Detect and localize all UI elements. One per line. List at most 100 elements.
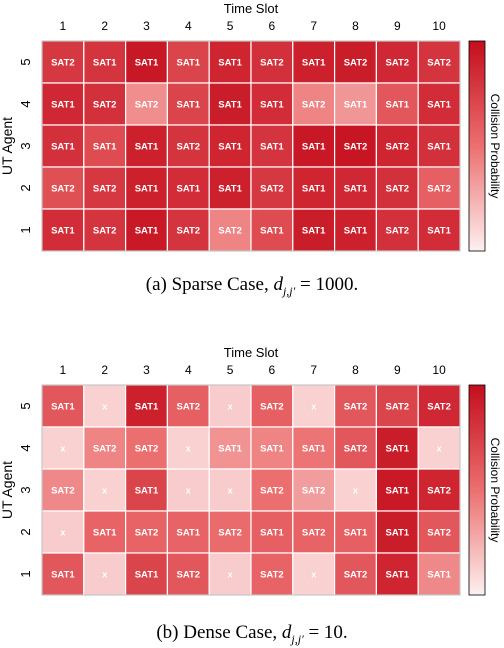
- cell-label: SAT1: [177, 58, 201, 69]
- cell-label: SAT2: [427, 528, 451, 539]
- cell-label: SAT1: [386, 444, 410, 455]
- colorbar: [468, 40, 486, 252]
- cell-label: SAT2: [260, 184, 284, 195]
- cell-label: SAT2: [260, 570, 284, 581]
- heatmap-cell: [334, 208, 378, 252]
- cell-label: SAT2: [344, 402, 368, 413]
- y-tick-label: 2: [18, 528, 33, 535]
- cell-label: x: [353, 486, 358, 496]
- heatmap-cell: [292, 426, 336, 470]
- cell-label: x: [228, 570, 233, 580]
- y-tick-label: 5: [18, 402, 33, 409]
- cell-label: x: [102, 402, 107, 412]
- x-tick-label: 5: [227, 363, 234, 377]
- cell-label: SAT2: [177, 402, 201, 413]
- x-tick-label: 10: [432, 363, 446, 377]
- cell-label: SAT2: [177, 226, 201, 237]
- cell-label: SAT2: [386, 184, 410, 195]
- heatmap-panel-b: Time Slot 1 2 3 4 5 6 7 8 9 10 UT Agent 5 4 3 2 1 SAT1 x SA…: [0, 345, 502, 596]
- cell-label: x: [186, 486, 191, 496]
- heatmap-cell: [83, 208, 127, 252]
- heatmap-panel-a: Time Slot 1 2 3 4 5 6 7 8 9 10 UT Agent 5 4 3 2 1 SAT2 SAT…: [0, 1, 502, 252]
- cell-label: SAT1: [260, 528, 284, 539]
- x-tick-label: 3: [143, 363, 150, 377]
- cell-label: SAT1: [135, 226, 159, 237]
- heatmap-cell: [83, 510, 127, 554]
- cell-label: SAT1: [51, 570, 75, 581]
- heatmap-cell: [292, 510, 336, 554]
- cell-label: SAT1: [344, 100, 368, 111]
- y-tick-label: 2: [18, 184, 33, 191]
- cell-label: SAT2: [177, 570, 201, 581]
- cell-label: SAT2: [344, 58, 368, 69]
- x-tick-label: 6: [269, 363, 276, 377]
- cell-label: SAT2: [427, 184, 451, 195]
- cell-label: x: [311, 402, 316, 412]
- cell-label: SAT1: [218, 58, 242, 69]
- cell-label: SAT2: [51, 58, 75, 69]
- heatmap-frame: [41, 384, 461, 596]
- x-tick-label: 3: [143, 19, 150, 33]
- cell-label: x: [102, 570, 107, 580]
- heatmap-frame: [41, 40, 461, 252]
- cell-label: SAT1: [302, 444, 326, 455]
- heatmap-cell: [250, 384, 294, 428]
- heatmap-cell: [41, 166, 85, 210]
- x-tick-label: 10: [432, 19, 446, 33]
- heatmap-cell: [375, 82, 419, 126]
- cell-label: SAT1: [51, 142, 75, 153]
- heatmap-cell: [417, 208, 461, 252]
- cell-label: SAT1: [260, 444, 284, 455]
- cell-label: SAT1: [177, 100, 201, 111]
- cell-label: SAT2: [344, 142, 368, 153]
- colorbar: [468, 384, 486, 596]
- heatmap-cell: [166, 82, 210, 126]
- heatmap-cell: [292, 552, 336, 596]
- x-tick-label: 4: [185, 19, 192, 33]
- cell-label: SAT1: [93, 142, 117, 153]
- y-tick-label: 5: [18, 58, 33, 65]
- heatmap-cell: [334, 124, 378, 168]
- heatmap-cell: [417, 40, 461, 84]
- y-tick-label: 1: [18, 570, 33, 577]
- x-tick-label: 4: [185, 363, 192, 377]
- heatmap-cell: [417, 82, 461, 126]
- cell-label: SAT2: [302, 528, 326, 539]
- cell-label: SAT2: [344, 444, 368, 455]
- cell-label: SAT1: [302, 184, 326, 195]
- cell-label: SAT1: [302, 142, 326, 153]
- heatmap-cell: [417, 510, 461, 554]
- heatmap-cell: [83, 124, 127, 168]
- x-tick-label: 5: [227, 19, 234, 33]
- x-tick-label: 2: [101, 19, 108, 33]
- cell-label: SAT1: [135, 570, 159, 581]
- heatmap-cell: [250, 552, 294, 596]
- heatmap-cell: [250, 510, 294, 554]
- cell-label: SAT1: [302, 226, 326, 237]
- cell-label: SAT2: [135, 444, 159, 455]
- cell-label: SAT2: [260, 402, 284, 413]
- cell-label: x: [437, 444, 442, 454]
- heatmap-cell: [334, 468, 378, 512]
- heatmap-cell: [83, 40, 127, 84]
- cell-label: SAT1: [218, 444, 242, 455]
- heatmap-cell: [83, 82, 127, 126]
- heatmap-cell: [334, 40, 378, 84]
- x-tick-label: 6: [269, 19, 276, 33]
- cell-label: SAT2: [302, 100, 326, 111]
- x-axis-title: Time Slot: [224, 345, 279, 360]
- cell-label: SAT1: [51, 226, 75, 237]
- cell-label: SAT1: [427, 142, 451, 153]
- cell-label: SAT2: [427, 486, 451, 497]
- cell-label: x: [102, 486, 107, 496]
- cell-label: SAT1: [427, 100, 451, 111]
- cell-label: x: [60, 444, 65, 454]
- heatmap-cell: [417, 552, 461, 596]
- caption-b: (b) Dense Case, dj,j′ = 10.: [156, 622, 348, 646]
- cell-label: x: [311, 570, 316, 580]
- cell-label: SAT1: [260, 100, 284, 111]
- heatmap-cell: [124, 384, 168, 428]
- cell-label: SAT1: [177, 184, 201, 195]
- heatmap-cell: [250, 166, 294, 210]
